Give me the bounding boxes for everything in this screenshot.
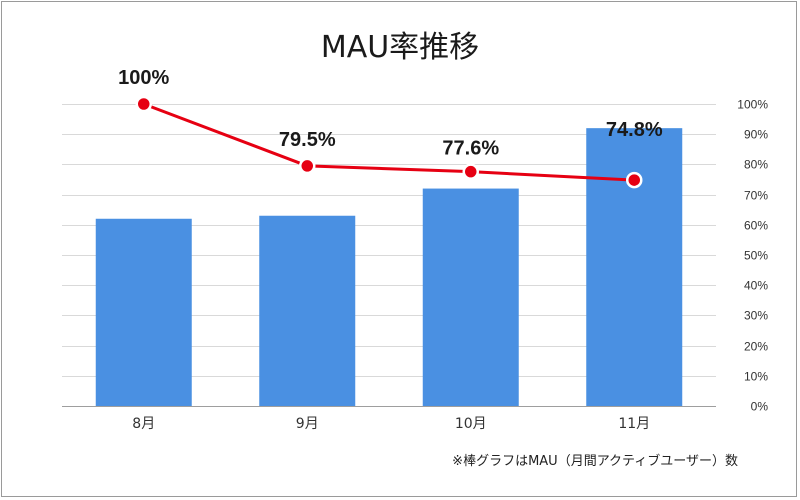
y-tick-label: 90% <box>744 128 768 142</box>
data-labels: 100% 79.5% 77.6% 74.8% <box>118 67 663 160</box>
data-label: 77.6% <box>442 138 499 160</box>
y-tick-label: 10% <box>744 370 768 384</box>
y-tick-label: 0% <box>751 400 769 414</box>
chart-footnote: ※棒グラフはMAU（月間アクティブユーザー）数 <box>452 453 738 469</box>
bar <box>95 218 192 406</box>
line-point <box>462 163 479 180</box>
y-tick-label: 20% <box>744 340 768 354</box>
line-point <box>299 157 316 175</box>
bar-series <box>95 128 683 406</box>
x-axis-ticks: 8月 9月 10月 11月 <box>132 416 650 432</box>
y-tick-label: 50% <box>744 249 768 263</box>
bar <box>422 188 519 406</box>
bar <box>259 215 356 406</box>
data-label: 79.5% <box>279 129 336 151</box>
y-tick-label: 60% <box>744 219 768 233</box>
y-tick-label: 100% <box>737 98 768 112</box>
x-tick-label: 9月 <box>296 416 319 432</box>
line-point <box>135 95 152 113</box>
y-tick-label: 30% <box>744 309 768 323</box>
chart-title: MAU率推移 <box>321 30 479 65</box>
y-tick-label: 70% <box>744 189 768 203</box>
series-line <box>143 102 635 182</box>
y-tick-label: 40% <box>744 279 768 293</box>
line-point <box>626 171 643 189</box>
data-label: 74.8% <box>606 119 663 141</box>
bar <box>586 128 683 406</box>
line-series <box>135 95 643 189</box>
x-tick-label: 8月 <box>132 416 155 432</box>
right-axis-ticks: 0% 10% 20% 30% 40% 50% 60% 70% 80% 90% 100% <box>737 98 768 414</box>
x-tick-label: 11月 <box>618 416 650 432</box>
x-tick-label: 10月 <box>455 416 487 432</box>
data-label: 100% <box>118 67 169 89</box>
y-tick-label: 80% <box>744 158 768 172</box>
